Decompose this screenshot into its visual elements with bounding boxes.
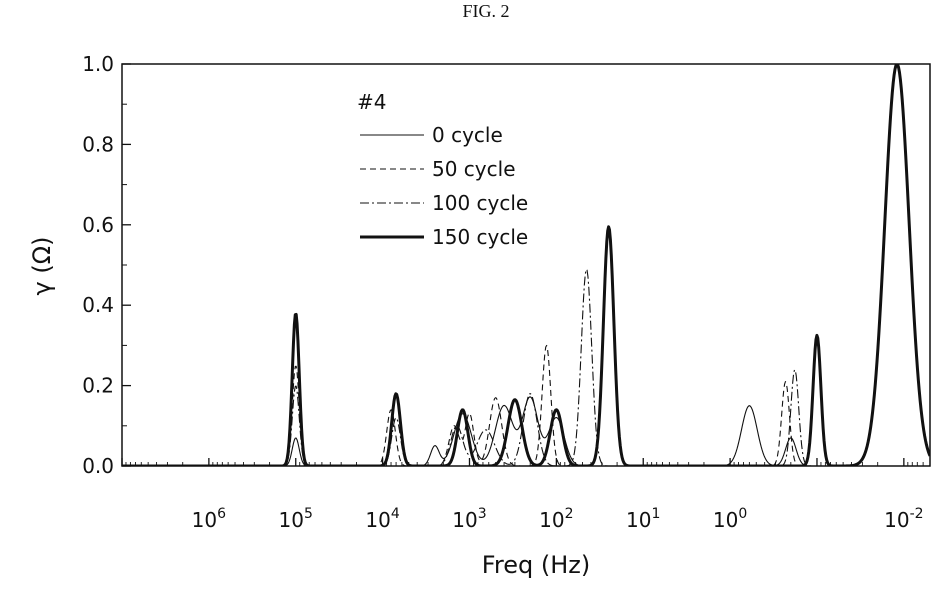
legend-label: 150 cycle bbox=[432, 225, 528, 249]
series-line-0-cycle bbox=[122, 64, 930, 466]
y-tick-label: 0.0 bbox=[82, 454, 114, 478]
x-tick-label: 105 bbox=[279, 506, 313, 532]
series-line-150-cycle bbox=[122, 64, 930, 466]
x-tick-label: 102 bbox=[539, 506, 573, 532]
y-axis: 0.0 0.2 0.4 0.6 0.8 1.0 bbox=[82, 52, 131, 478]
legend-label: 0 cycle bbox=[432, 123, 503, 147]
x-tick-label: 103 bbox=[452, 506, 486, 532]
y-tick-label: 0.4 bbox=[82, 293, 114, 317]
legend: #4 0 cycle 50 cycle 100 cycle 150 cycle bbox=[357, 90, 528, 249]
x-tick-label: 104 bbox=[365, 506, 399, 532]
x-axis: 106 105 104 103 102 101 100 10-2 bbox=[121, 458, 931, 532]
y-axis-title: γ (Ω) bbox=[28, 237, 56, 296]
y-tick-label: 0.8 bbox=[82, 132, 114, 156]
plot-area bbox=[122, 64, 930, 466]
x-axis-title: Freq (Hz) bbox=[482, 551, 590, 579]
x-tick-label: 10-2 bbox=[884, 506, 923, 532]
legend-title: #4 bbox=[357, 90, 386, 114]
y-tick-label: 0.2 bbox=[82, 374, 114, 398]
figure-label: FIG. 2 bbox=[462, 1, 509, 21]
legend-label: 50 cycle bbox=[432, 157, 516, 181]
y-tick-label: 0.6 bbox=[82, 213, 114, 237]
x-tick-label: 106 bbox=[192, 506, 226, 532]
x-tick-label: 100 bbox=[713, 506, 747, 532]
x-tick-label: 101 bbox=[626, 506, 660, 532]
y-tick-label: 1.0 bbox=[82, 52, 114, 76]
legend-label: 100 cycle bbox=[432, 191, 528, 215]
